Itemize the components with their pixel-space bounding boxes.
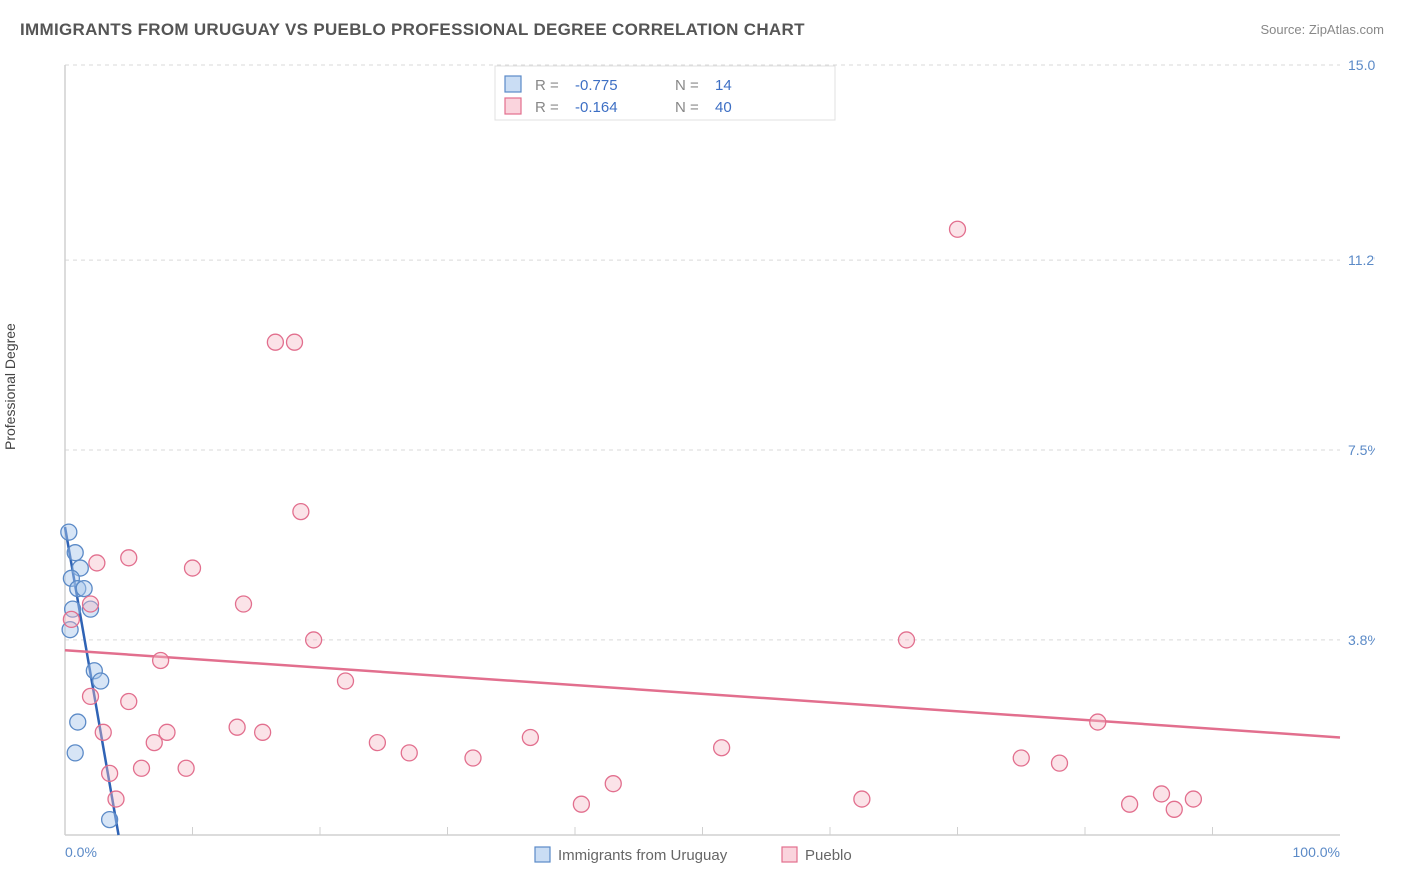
data-point <box>1185 791 1201 807</box>
legend-r-value: -0.775 <box>575 77 618 94</box>
data-point <box>63 611 79 627</box>
trend-line <box>65 650 1340 737</box>
data-point <box>255 724 271 740</box>
data-point <box>93 673 109 689</box>
data-point <box>108 791 124 807</box>
data-point <box>714 740 730 756</box>
data-point <box>950 221 966 237</box>
data-point <box>121 694 137 710</box>
legend-n-label: N = <box>675 77 699 94</box>
legend-swatch <box>505 98 521 114</box>
data-point <box>89 555 105 571</box>
data-point <box>306 632 322 648</box>
data-point <box>236 596 252 612</box>
legend-n-value: 40 <box>715 99 732 116</box>
legend-n-value: 14 <box>715 77 732 94</box>
data-point <box>185 560 201 576</box>
data-point <box>178 760 194 776</box>
legend-swatch <box>535 847 550 862</box>
y-axis-label: Professional Degree <box>2 323 18 450</box>
legend-r-label: R = <box>535 99 559 116</box>
data-point <box>267 334 283 350</box>
x-tick-label: 0.0% <box>65 844 97 860</box>
data-point <box>1122 796 1138 812</box>
data-point <box>229 719 245 735</box>
data-point <box>1013 750 1029 766</box>
data-point <box>605 776 621 792</box>
data-point <box>369 735 385 751</box>
data-point <box>95 724 111 740</box>
data-point <box>67 545 83 561</box>
data-point <box>67 745 83 761</box>
correlation-chart: 3.8% 7.5% 11.2% 15.0% 0.0% 100.0% R = -0.775 N =… <box>45 55 1375 865</box>
y-tick-label: 7.5% <box>1348 442 1375 458</box>
data-point <box>854 791 870 807</box>
legend-series-label: Immigrants from Uruguay <box>558 847 728 864</box>
data-point <box>465 750 481 766</box>
data-point <box>102 765 118 781</box>
data-point <box>293 504 309 520</box>
legend-n-label: N = <box>675 99 699 116</box>
legend-series-label: Pueblo <box>805 847 852 864</box>
x-tick-label: 100.0% <box>1293 844 1340 860</box>
data-point <box>83 688 99 704</box>
data-point <box>1090 714 1106 730</box>
y-tick-label: 11.2% <box>1348 252 1375 268</box>
data-point <box>70 714 86 730</box>
legend-r-value: -0.164 <box>575 99 618 116</box>
data-point <box>153 652 169 668</box>
data-point <box>146 735 162 751</box>
data-point <box>134 760 150 776</box>
legend-swatch <box>505 76 521 92</box>
data-point <box>522 729 538 745</box>
data-point <box>1154 786 1170 802</box>
data-point <box>61 524 77 540</box>
data-point <box>401 745 417 761</box>
y-tick-label: 3.8% <box>1348 632 1375 648</box>
legend-swatch <box>782 847 797 862</box>
data-point <box>121 550 137 566</box>
source-label: Source: ZipAtlas.com <box>1260 22 1384 37</box>
data-point <box>1052 755 1068 771</box>
data-point <box>102 812 118 828</box>
data-point <box>573 796 589 812</box>
data-point <box>287 334 303 350</box>
data-point <box>338 673 354 689</box>
data-point <box>76 581 92 597</box>
legend-r-label: R = <box>535 77 559 94</box>
chart-title: IMMIGRANTS FROM URUGUAY VS PUEBLO PROFES… <box>20 20 805 40</box>
y-tick-label: 15.0% <box>1348 57 1375 73</box>
data-point <box>1166 801 1182 817</box>
data-point <box>83 596 99 612</box>
data-point <box>899 632 915 648</box>
